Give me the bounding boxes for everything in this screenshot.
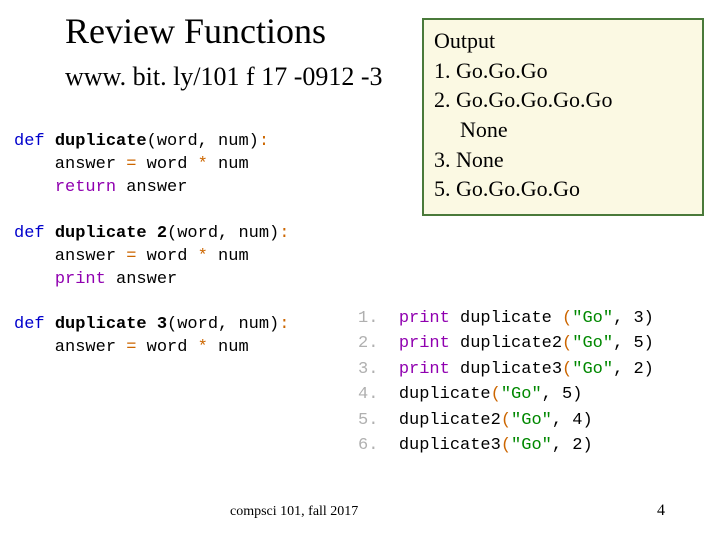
string-literal: "Go": [511, 436, 552, 455]
paren: (: [562, 334, 572, 353]
code-text: word: [136, 155, 197, 174]
call-args: , 5): [613, 334, 654, 353]
call-fn: duplicate2: [399, 411, 501, 430]
fn-name: duplicate 2: [55, 224, 167, 243]
code-text: answer: [14, 247, 126, 266]
string-literal: "Go": [501, 385, 542, 404]
keyword-print: print: [399, 309, 450, 328]
output-line: 1. Go.Go.Go: [434, 56, 692, 86]
call-args: , 2): [613, 360, 654, 379]
footer-page-number: 4: [657, 502, 665, 520]
op-star: *: [198, 338, 208, 357]
line-number: 2.: [358, 334, 378, 353]
call-args: , 4): [552, 411, 593, 430]
code-text: num: [208, 247, 249, 266]
colon: :: [279, 315, 289, 334]
call-fn: duplicate3: [399, 436, 501, 455]
call-fn: duplicate: [450, 309, 562, 328]
call-fn: duplicate2: [450, 334, 562, 353]
code-text: num: [208, 338, 249, 357]
paren: (: [501, 436, 511, 455]
line-number: 3.: [358, 360, 378, 379]
code-text: answer: [14, 338, 126, 357]
code-definitions: def duplicate(word, num): answer = word …: [14, 108, 289, 360]
output-line: None: [434, 115, 692, 145]
call-fn: duplicate3: [450, 360, 562, 379]
params: (word, num): [167, 315, 279, 334]
keyword-def: def: [14, 315, 45, 334]
call-args: , 2): [552, 436, 593, 455]
code-text: answer: [14, 155, 126, 174]
keyword-print: print: [55, 270, 106, 289]
string-literal: "Go": [572, 360, 613, 379]
string-literal: "Go": [511, 411, 552, 430]
code-text: word: [136, 247, 197, 266]
params: (word, num): [147, 132, 259, 151]
keyword-def: def: [14, 132, 45, 151]
line-number: 6.: [358, 436, 378, 455]
op-eq: =: [126, 338, 136, 357]
colon: :: [279, 224, 289, 243]
code-text: num: [208, 155, 249, 174]
call-args: , 5): [542, 385, 583, 404]
line-number: 1.: [358, 309, 378, 328]
colon: :: [259, 132, 269, 151]
fn-name: duplicate: [55, 132, 147, 151]
line-number: 4.: [358, 385, 378, 404]
keyword-print: print: [399, 334, 450, 353]
op-eq: =: [126, 247, 136, 266]
string-literal: "Go": [572, 334, 613, 353]
call-list: 1. print duplicate ("Go", 3) 2. print du…: [358, 280, 654, 459]
string-literal: "Go": [572, 309, 613, 328]
paren: (: [491, 385, 501, 404]
call-fn: duplicate: [399, 385, 491, 404]
op-eq: =: [126, 155, 136, 174]
url-line: www. bit. ly/101 f 17 -0912 -3: [65, 62, 383, 92]
op-star: *: [198, 247, 208, 266]
output-heading: Output: [434, 26, 692, 56]
keyword-print: print: [399, 360, 450, 379]
code-text: word: [136, 338, 197, 357]
slide-title: Review Functions: [65, 10, 326, 52]
paren: (: [501, 411, 511, 430]
op-star: *: [198, 155, 208, 174]
output-line: 5. Go.Go.Go.Go: [434, 174, 692, 204]
keyword-return: return: [55, 178, 116, 197]
output-line: 2. Go.Go.Go.Go.Go: [434, 85, 692, 115]
output-box: Output 1. Go.Go.Go 2. Go.Go.Go.Go.Go Non…: [422, 18, 704, 216]
keyword-def: def: [14, 224, 45, 243]
paren: (: [562, 360, 572, 379]
params: (word, num): [167, 224, 279, 243]
line-number: 5.: [358, 411, 378, 430]
paren: (: [562, 309, 572, 328]
code-text: answer: [106, 270, 177, 289]
call-args: , 3): [613, 309, 654, 328]
fn-name: duplicate 3: [55, 315, 167, 334]
footer-course: compsci 101, fall 2017: [230, 504, 358, 520]
output-line: 3. None: [434, 145, 692, 175]
code-text: answer: [116, 178, 187, 197]
